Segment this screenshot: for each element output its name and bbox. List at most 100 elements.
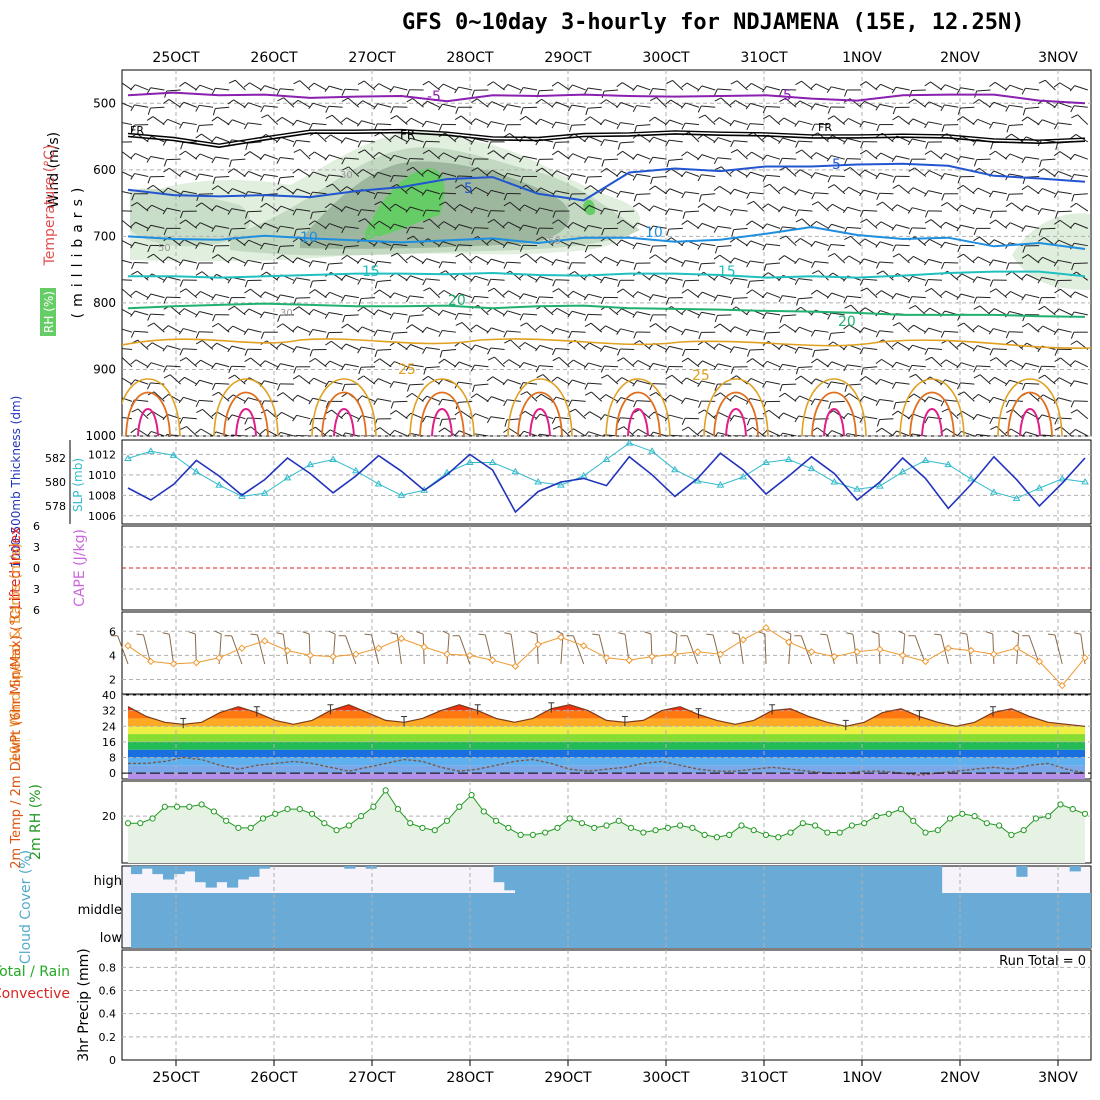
upper-barb-1024: [896, 361, 910, 368]
cloud-high-bar-72: [899, 866, 911, 893]
upper-barb-945-flag: [844, 89, 848, 97]
upper-barb-781: [717, 157, 732, 160]
upper-barb-405: [426, 189, 440, 195]
upper-barb-379: [412, 98, 424, 108]
cloud-tick-2: low: [100, 931, 123, 946]
top-date-0: 25OCT: [152, 50, 200, 66]
upper-barb-909: [814, 192, 829, 195]
upper-barb-624: [589, 342, 603, 350]
upper-barb-1207-flag: [1037, 256, 1043, 263]
upper-barb-220-flag: [276, 254, 283, 260]
upper-barb-1040-flag: [907, 276, 913, 283]
upper-barb-932: [831, 223, 845, 229]
upper-barb-470-flag: [471, 227, 475, 235]
upper-barb-322-flag: [357, 209, 362, 217]
upper-barb-1066: [931, 356, 943, 368]
upper-barb-773-flag: [697, 380, 702, 388]
upper-barb-933: [830, 243, 845, 247]
wind-barb-8-flag: [302, 631, 310, 635]
upper-barb-74: [166, 276, 181, 281]
upper-barb-1063-flag: [924, 307, 931, 314]
upper-barb-54: [150, 293, 165, 299]
wind-barb-24-flag: [670, 630, 678, 635]
upper-barb-1220-flag: [1054, 122, 1059, 130]
upper-barb-146: [215, 431, 230, 436]
upper-barb-91-flag: [179, 211, 184, 219]
upper-barb-1208: [1041, 276, 1056, 281]
cloud-low-middle-layer: [131, 893, 1091, 948]
upper-barb-1169-flag: [1005, 331, 1010, 339]
upper-barb-157-flag: [227, 256, 233, 263]
upper-barb-712-flag: [648, 411, 655, 418]
upper-barb-218-flag: [276, 225, 281, 233]
upper-barb-582-flag: [552, 348, 556, 356]
upper-barb-322: [361, 209, 376, 212]
upper-barb-211-flag: [277, 97, 284, 102]
upper-barb-370: [393, 312, 408, 316]
upper-barb-1249-flag: [1071, 263, 1075, 271]
upper-barb-1027: [897, 410, 910, 420]
upper-barb-751: [687, 357, 700, 368]
rh-point-48: [713, 834, 721, 841]
upper-barb-1006-flag: [876, 419, 880, 427]
upper-barb-79-flag: [163, 365, 168, 373]
upper-barb-390-flag: [406, 295, 411, 303]
upper-barb-124: [202, 408, 214, 420]
cloud-high-bar-5: [184, 866, 196, 872]
rh-point-31: [505, 824, 512, 831]
upper-barb-888-flag: [794, 189, 800, 196]
wind-point-16: [488, 656, 497, 664]
upper-barb-779: [719, 117, 732, 126]
upper-barb-983: [865, 376, 878, 385]
upper-barb-961-flag: [843, 364, 848, 372]
bottom-date-5: 30OCT: [642, 1070, 690, 1086]
upper-barb-188-flag: [244, 426, 252, 431]
upper-barb-235: [299, 149, 311, 160]
upper-barb-1005-flag: [875, 399, 880, 406]
upper-barb-100: [185, 357, 198, 368]
upper-barb-519: [510, 339, 522, 350]
upper-barb-341-flag: [373, 172, 379, 179]
upper-barb-609: [587, 87, 602, 91]
upper-barb-719: [670, 168, 684, 177]
upper-barb-642-flag: [600, 297, 605, 305]
upper-barb-749: [685, 328, 700, 333]
upper-barb-500-flag: [486, 376, 494, 382]
upper-barb-753: [685, 397, 700, 402]
upper-barb-16-flag: [115, 357, 121, 360]
upper-barb-134: [215, 225, 230, 229]
upper-barb-282: [328, 243, 343, 247]
upper-barb-718-flag: [666, 160, 670, 168]
cloud-high-bar-64: [813, 866, 825, 893]
top-date-4: 29OCT: [544, 50, 592, 66]
upper-barb-674-flag: [634, 125, 637, 133]
upper-barb-920-flag: [810, 378, 816, 385]
upper-barb-806-flag: [731, 229, 735, 237]
upper-barb-631-flag: [600, 99, 607, 105]
upper-barb-637: [604, 207, 619, 212]
upper-barb-601-flag: [567, 310, 573, 318]
wind-panel: 246 10m Wind Speed & Barbs (m/s): [8, 543, 1092, 763]
upper-barb-725: [668, 277, 683, 281]
upper-barb-678: [636, 193, 651, 196]
upper-barb-765-flag: [697, 243, 702, 250]
temp-tick-4: 32: [102, 705, 116, 718]
upper-barb-266-flag: [308, 329, 314, 336]
rh-label-30-b: 30: [280, 308, 293, 319]
upper-barb-180: [250, 288, 262, 298]
top-date-5: 30OCT: [642, 50, 690, 66]
upper-barb-1184-flag: [1021, 225, 1026, 232]
upper-barb-280: [330, 203, 343, 212]
upper-barb-1119: [977, 187, 991, 195]
upper-barb-1052: [928, 121, 943, 126]
upper-barb-217: [280, 205, 295, 212]
upper-barb-152-flag: [227, 168, 235, 174]
upper-barb-1146: [995, 288, 1008, 298]
upper-barb-1197: [1044, 79, 1056, 91]
upper-barb-153-flag: [227, 188, 233, 195]
upper-barb-1090-flag: [941, 408, 949, 413]
upper-barb-958-flag: [844, 304, 852, 309]
upper-barb-1168: [1009, 311, 1024, 316]
upper-barb-533-flag: [519, 224, 524, 232]
upper-barb-411-flag: [423, 287, 430, 292]
